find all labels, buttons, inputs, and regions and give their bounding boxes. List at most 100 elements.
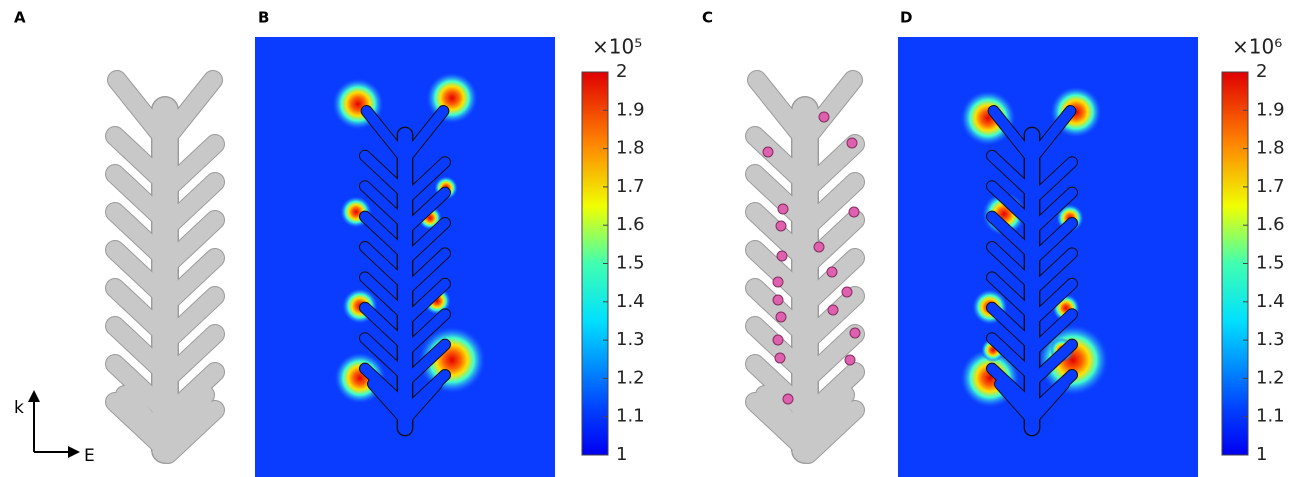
branch bbox=[360, 363, 408, 409]
branch bbox=[402, 157, 450, 203]
branch bbox=[1029, 339, 1077, 385]
particle bbox=[762, 146, 774, 158]
branch bbox=[799, 401, 864, 463]
branch bbox=[1027, 106, 1076, 164]
branch bbox=[746, 165, 811, 227]
branch bbox=[159, 325, 224, 387]
branch bbox=[402, 339, 450, 385]
branch bbox=[106, 279, 171, 341]
branch bbox=[159, 211, 224, 273]
colorbar-tick-label: 1.9 bbox=[616, 99, 645, 120]
branch bbox=[799, 325, 864, 387]
axis-arrows bbox=[28, 390, 80, 458]
particle bbox=[772, 334, 784, 346]
branch bbox=[402, 278, 450, 324]
structure bbox=[986, 105, 1078, 437]
branch bbox=[1029, 278, 1077, 324]
branch bbox=[987, 302, 1035, 348]
branch bbox=[1029, 309, 1077, 355]
branch bbox=[799, 173, 864, 235]
branch bbox=[746, 241, 811, 303]
branch bbox=[995, 379, 1037, 425]
branch bbox=[360, 211, 408, 257]
branch bbox=[987, 272, 1035, 318]
branch bbox=[368, 379, 410, 425]
colorbar-tick-label: 1.3 bbox=[616, 329, 645, 350]
particle bbox=[782, 393, 794, 405]
branch bbox=[746, 279, 811, 341]
branch bbox=[159, 401, 224, 463]
particle bbox=[818, 111, 830, 123]
colorbar-tick-label: 1.5 bbox=[616, 253, 645, 274]
particle bbox=[848, 206, 860, 218]
colorbar-tick-label: 1.8 bbox=[1256, 138, 1285, 159]
branch bbox=[1029, 218, 1077, 264]
branch bbox=[106, 241, 171, 303]
branch bbox=[159, 363, 224, 425]
particle bbox=[777, 203, 789, 215]
branch bbox=[108, 71, 174, 149]
colorbar-tick-label: 1.4 bbox=[1256, 291, 1285, 312]
branch bbox=[1029, 187, 1077, 233]
branch bbox=[402, 218, 450, 264]
branch bbox=[799, 287, 864, 349]
branch bbox=[1029, 157, 1077, 203]
colorbar-multiplier: ×10⁶ bbox=[1232, 35, 1282, 59]
branch bbox=[402, 309, 450, 355]
branch bbox=[987, 333, 1035, 379]
colorbar-tick-label: 1.2 bbox=[616, 367, 645, 388]
branch bbox=[987, 150, 1035, 196]
branch bbox=[360, 333, 408, 379]
colorbar-tick-label: 1.1 bbox=[1256, 406, 1285, 427]
colorbar-tick-label: 1.7 bbox=[1256, 176, 1285, 197]
branch bbox=[106, 355, 171, 417]
branch bbox=[159, 173, 224, 235]
colorbar-multiplier: ×10⁵ bbox=[592, 35, 642, 59]
particle bbox=[846, 137, 858, 149]
colorbar-tick-label: 1.3 bbox=[1256, 329, 1285, 350]
panel-label: B bbox=[258, 9, 269, 27]
colorbar bbox=[1221, 71, 1249, 456]
branch bbox=[746, 355, 811, 417]
structure bbox=[105, 70, 225, 464]
branch bbox=[360, 242, 408, 288]
branch bbox=[756, 386, 814, 449]
structure bbox=[359, 105, 451, 437]
colorbar-tick-label: 1 bbox=[616, 444, 627, 465]
colorbar-tick-label: 1.6 bbox=[1256, 214, 1285, 235]
branch bbox=[400, 106, 449, 164]
colorbar-tick-label: 1 bbox=[1256, 444, 1267, 465]
branch bbox=[796, 386, 854, 449]
branch bbox=[402, 248, 450, 294]
branch bbox=[156, 386, 214, 449]
branch bbox=[360, 272, 408, 318]
colorbar-tick-label: 1.6 bbox=[616, 214, 645, 235]
branch bbox=[116, 386, 174, 449]
particle bbox=[841, 286, 853, 298]
axis-label: k bbox=[14, 398, 24, 418]
particle bbox=[774, 352, 786, 364]
particle bbox=[775, 311, 787, 323]
panel-label: C bbox=[702, 9, 713, 27]
structure bbox=[745, 70, 865, 464]
branch bbox=[796, 71, 862, 149]
particle bbox=[844, 354, 856, 366]
branch bbox=[402, 187, 450, 233]
particle bbox=[775, 220, 787, 232]
branch bbox=[799, 249, 864, 311]
branch bbox=[159, 135, 224, 197]
branch bbox=[987, 211, 1035, 257]
branch bbox=[106, 317, 171, 379]
particle bbox=[849, 327, 861, 339]
colorbar-tick-label: 1.5 bbox=[1256, 253, 1285, 274]
branch bbox=[799, 363, 864, 425]
particle bbox=[826, 266, 838, 278]
colorbar-tick-label: 1.1 bbox=[616, 406, 645, 427]
branch bbox=[360, 181, 408, 227]
branch bbox=[748, 71, 814, 149]
branch bbox=[156, 71, 222, 149]
branch bbox=[799, 135, 864, 197]
particle bbox=[776, 250, 788, 262]
axis-label: E bbox=[84, 446, 95, 466]
